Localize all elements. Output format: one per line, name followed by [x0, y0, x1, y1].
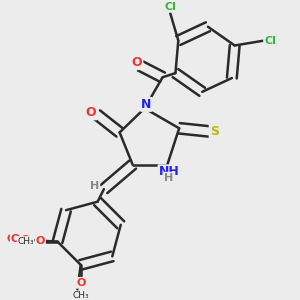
Text: Cl: Cl [164, 2, 176, 12]
Text: O: O [20, 235, 30, 245]
Text: O: O [132, 56, 142, 69]
Text: O: O [85, 106, 96, 119]
Text: CH₃: CH₃ [17, 237, 34, 246]
Text: NH: NH [159, 165, 179, 178]
Text: O: O [11, 234, 20, 244]
Text: O: O [6, 234, 16, 244]
Text: H: H [164, 173, 174, 183]
Text: O: O [36, 236, 45, 246]
Text: Cl: Cl [264, 36, 276, 46]
Text: CH₃: CH₃ [72, 291, 89, 300]
Text: H: H [90, 181, 99, 191]
Text: O: O [76, 278, 86, 288]
Text: N: N [141, 98, 152, 111]
Text: S: S [210, 125, 219, 138]
